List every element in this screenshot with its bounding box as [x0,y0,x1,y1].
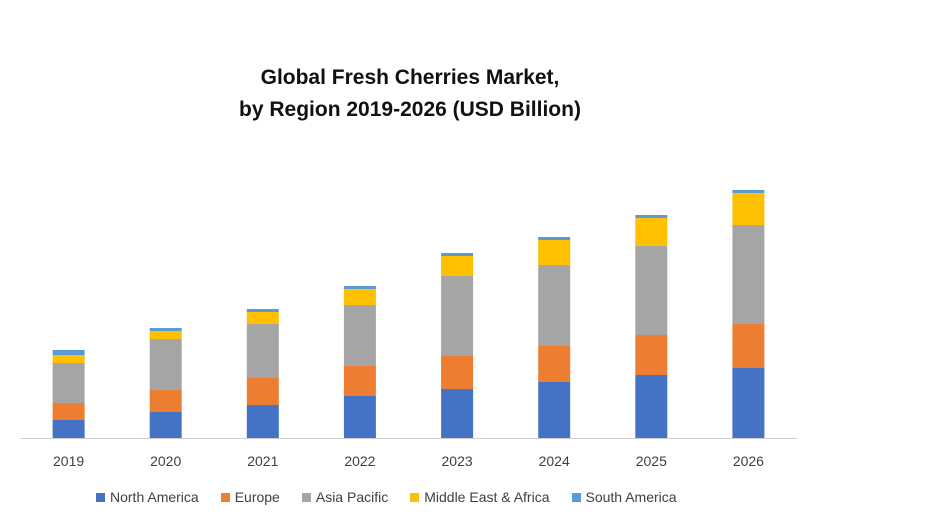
bar-segment-south-america-2019 [52,350,85,355]
bar-segment-south-america-2026 [732,190,765,193]
legend-item: Europe [220,489,280,505]
bar-segment-middle-east-africa-2020 [149,331,182,339]
bar-segment-north-america-2019 [52,420,85,438]
bar-segment-south-america-2022 [343,286,376,289]
bar-segment-north-america-2023 [441,389,474,438]
bar-segment-europe-2020 [149,390,182,412]
legend-label: Europe [234,489,280,505]
x-tick-label: 2022 [344,453,375,469]
bar-segment-south-america-2025 [635,215,668,218]
bar-segment-europe-2019 [52,403,85,420]
legend-label: Middle East & Africa [424,489,550,505]
legend-swatch [96,492,105,502]
bar-segment-asia-pacific-2025 [635,246,668,335]
bar-segment-asia-pacific-2019 [52,363,85,403]
bar-segment-middle-east-africa-2023 [441,256,474,276]
bar-segment-europe-2025 [635,335,668,375]
bar-segment-europe-2026 [732,324,765,368]
bar-segment-south-america-2021 [246,309,279,312]
bar-segment-south-america-2023 [441,253,474,256]
legend-swatch [220,492,230,502]
chart-legend: North America Europe Asia Pacific Middle Ea… [96,489,699,505]
bar-segment-middle-east-africa-2025 [635,218,668,246]
x-tick-label: 2019 [53,453,84,469]
bar-segment-south-america-2020 [149,328,182,331]
x-tick-label: 2020 [150,453,181,469]
legend-label: South America [585,489,677,505]
bar-segment-middle-east-africa-2024 [538,240,571,265]
bar-segment-south-america-2024 [538,237,571,240]
bar-segment-north-america-2021 [246,405,279,438]
bar-segment-north-america-2024 [538,382,571,438]
bar-segment-north-america-2020 [149,412,182,438]
legend-item: Asia Pacific [301,489,389,505]
x-tick-label: 2026 [733,453,764,469]
legend-swatch [571,492,581,502]
legend-label: North America [110,489,199,505]
bar-segment-europe-2023 [441,356,474,389]
bar-segment-asia-pacific-2023 [441,276,474,356]
bar-segment-asia-pacific-2021 [246,324,279,378]
bar-segment-north-america-2026 [732,368,765,438]
bar-segment-middle-east-africa-2022 [343,289,376,305]
legend-item: North America [96,489,199,505]
x-tick-label: 2024 [539,453,570,469]
bar-segment-middle-east-africa-2019 [52,355,85,363]
legend-label: Asia Pacific [315,489,389,505]
bar-segment-asia-pacific-2020 [149,339,182,390]
bar-segment-asia-pacific-2022 [343,305,376,366]
bar-segment-middle-east-africa-2026 [732,193,765,225]
legend-item: South America [571,489,677,505]
bar-segment-europe-2022 [343,366,376,396]
legend-swatch [410,492,420,502]
bar-segment-asia-pacific-2024 [538,265,571,346]
chart-title: Global Fresh Cherries Market, by Region … [0,62,820,126]
x-tick-label: 2021 [247,453,278,469]
chart-title-line-1: Global Fresh Cherries Market, [260,66,560,89]
bar-segment-middle-east-africa-2021 [246,312,279,324]
bar-segment-europe-2021 [246,378,279,405]
chart-title-line-2: by Region 2019-2026 (USD Billion) [239,98,581,121]
bar-segment-asia-pacific-2026 [732,225,765,324]
x-tick-label: 2023 [442,453,473,469]
x-tick-label: 2025 [636,453,667,469]
legend-item: Middle East & Africa [410,489,550,505]
bar-segment-north-america-2022 [343,396,376,438]
legend-swatch [301,492,311,502]
bar-segment-europe-2024 [538,346,571,382]
bar-segment-north-america-2025 [635,375,668,438]
